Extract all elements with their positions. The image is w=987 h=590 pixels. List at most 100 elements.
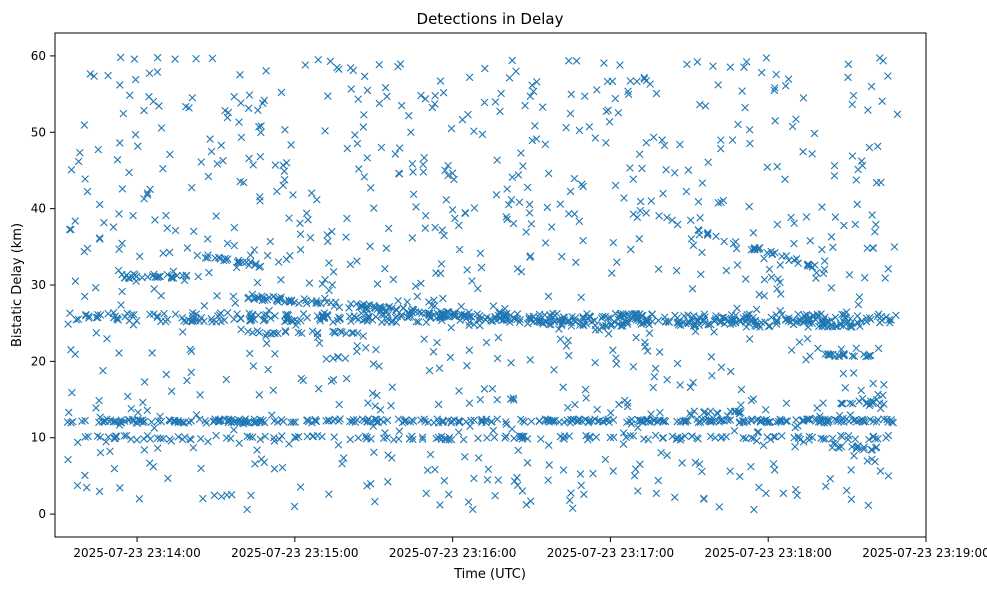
detection-point [528,136,537,145]
detection-point [262,339,271,348]
detection-point [609,467,618,475]
detection-point [819,435,828,443]
detection-point [704,409,713,418]
detection-point [767,273,776,282]
detection-point [691,458,700,467]
detection-point [514,446,522,455]
detection-point [323,231,332,239]
detection-point [673,314,682,322]
detection-point [146,185,154,194]
detection-point [634,423,642,432]
detection-point [607,321,615,330]
detection-point [235,439,244,448]
detection-point [125,168,133,177]
detection-point [728,136,737,144]
detection-point [387,401,395,410]
detection-point [850,352,859,361]
detection-point [122,271,131,279]
detection-point [850,451,858,460]
detection-point [335,303,344,312]
detection-point [421,211,430,220]
detection-point [892,311,900,320]
detection-point [138,273,146,282]
detection-point [445,433,454,442]
detection-point [256,128,265,137]
detection-point [629,175,638,184]
detection-point [468,277,476,285]
detection-point [417,279,425,288]
detection-point [245,91,254,99]
detection-point [694,198,703,206]
detection-point [244,419,252,427]
detection-point [81,433,90,441]
detection-point [612,258,621,266]
detection-point [813,312,822,320]
detection-point [167,387,176,395]
detection-point [514,171,523,179]
y-axis-label: Bistatic Delay (km) [10,223,25,347]
detection-point [123,392,132,401]
detection-point [659,434,668,442]
detection-point [346,260,355,269]
detection-point [622,433,630,442]
detection-point [98,418,107,426]
detection-point [274,258,283,266]
detection-point [280,317,289,326]
detection-point [872,395,881,404]
detection-point [865,435,873,444]
detection-point [565,496,574,505]
detection-point [776,261,785,269]
detection-point [687,235,696,243]
detection-point [366,184,375,192]
detection-point [563,403,572,412]
detection-point [321,275,329,284]
detection-point [403,298,412,306]
detection-point [458,115,467,124]
detection-point [378,318,386,326]
detection-point [180,276,189,285]
detection-point [260,296,269,304]
detection-point [388,383,397,391]
detection-point [525,209,534,217]
detection-point [138,398,147,407]
detection-point [701,313,709,321]
detection-point [153,312,162,320]
detection-point [457,302,466,311]
detection-point [525,200,534,209]
detection-point [754,428,763,436]
detection-point [874,415,882,424]
detection-point [289,191,297,199]
detection-point [249,362,258,370]
detection-point [660,141,669,150]
detection-point [389,275,398,284]
detection-point [731,238,740,246]
detection-point [297,329,306,338]
detection-point [425,308,433,317]
detection-point [642,209,651,217]
detection-point [559,313,568,321]
detection-point [236,314,245,323]
detection-point [127,404,136,413]
detection-point [103,415,111,423]
detection-point [68,417,77,426]
detection-point [762,416,771,424]
detection-point [877,312,886,321]
detection-point [579,314,587,323]
detection-point [537,435,545,443]
detection-point [848,442,856,451]
detection-point [612,360,621,368]
detection-point [465,308,473,317]
detection-point [686,409,694,418]
detection-point [805,416,814,424]
detection-point [281,125,289,134]
detection-point [117,301,125,309]
detection-point [730,427,739,435]
detection-point [437,432,446,441]
detection-point [153,313,162,322]
detection-point [90,72,98,80]
detection-point [605,418,613,427]
detection-point [717,416,725,424]
detection-point [726,467,734,475]
detection-point [93,310,102,319]
detection-point [169,267,178,276]
